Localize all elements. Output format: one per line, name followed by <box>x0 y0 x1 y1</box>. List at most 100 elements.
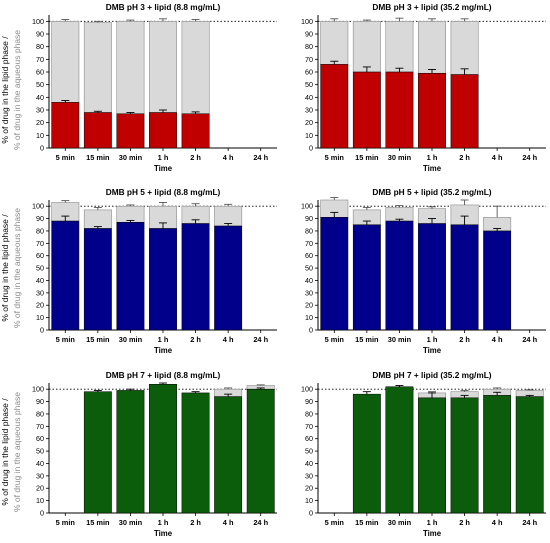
y-tick-label: 100 <box>32 17 44 26</box>
bar-lipid <box>181 113 210 149</box>
bar-lipid <box>116 390 145 514</box>
bar-lipid <box>83 228 112 331</box>
y-tick-label: 70 <box>36 55 44 64</box>
y-axis-label-line2: % of drug in the aqueous phase <box>12 208 22 328</box>
y-axis-label-line1: % of drug in the lipid phase / <box>0 36 10 144</box>
x-tick-label: 2 h <box>459 518 470 527</box>
chart-title: DMB pH 3 + lipid (35.2 mg/mL) <box>372 2 491 12</box>
y-tick-label: 60 <box>305 251 313 260</box>
x-tick-label: 24 h <box>253 153 268 162</box>
x-tick-label: 24 h <box>522 153 537 162</box>
x-tick-label: 24 h <box>253 518 268 527</box>
y-tick-label: 60 <box>305 68 313 77</box>
y-tick-label: 50 <box>305 80 313 89</box>
y-tick-label: 10 <box>36 496 44 505</box>
x-tick-label: 5 min <box>56 518 76 527</box>
y-tick-label: 10 <box>305 131 313 140</box>
y-tick-label: 50 <box>36 80 44 89</box>
x-tick-label: 30 min <box>119 335 143 344</box>
y-axis-label-row-1: % of drug in the lipid phase / % of drug… <box>0 30 22 150</box>
x-tick-label: 24 h <box>253 335 268 344</box>
y-tick-label: 10 <box>36 313 44 322</box>
y-tick-label: 30 <box>36 288 44 297</box>
x-tick-label: 1 h <box>158 518 169 527</box>
y-tick-label: 0 <box>309 144 313 153</box>
x-tick-label: 1 h <box>427 335 438 344</box>
y-tick-label: 30 <box>305 106 313 115</box>
bar-aqueous <box>116 21 145 115</box>
bar-lipid <box>320 217 349 331</box>
y-tick-label: 30 <box>305 288 313 297</box>
y-tick-label: 20 <box>36 301 44 310</box>
bar-lipid <box>149 112 177 149</box>
y-tick-label: 60 <box>36 68 44 77</box>
y-tick-label: 90 <box>36 30 44 39</box>
x-tick-label: 4 h <box>223 153 234 162</box>
bar-lipid <box>214 225 243 331</box>
bar-aqueous <box>450 21 479 75</box>
y-axis-label-line2: % of drug in the aqueous phase <box>12 30 22 150</box>
bar-lipid <box>51 102 80 149</box>
y-tick-label: 90 <box>305 30 313 39</box>
bar-lipid <box>83 112 112 149</box>
bar-lipid <box>352 71 381 149</box>
x-tick-label: 2 h <box>190 518 201 527</box>
bar-lipid <box>181 223 210 331</box>
bar-lipid <box>51 220 80 331</box>
bar-aqueous <box>83 209 112 229</box>
y-tick-label: 0 <box>309 509 313 518</box>
bar-lipid <box>214 396 243 514</box>
bar-lipid <box>352 224 381 331</box>
x-tick-label: 15 min <box>86 518 110 527</box>
bar-lipid <box>116 222 145 331</box>
bar-aqueous <box>116 205 145 223</box>
bar-lipid <box>181 392 210 514</box>
x-tick-label: 1 h <box>158 335 169 344</box>
x-tick-label: 2 h <box>190 335 201 344</box>
bar-lipid <box>352 393 381 514</box>
y-axis-label-row-3: % of drug in the lipid phase / % of drug… <box>0 392 22 512</box>
x-axis-label: Time <box>423 346 442 355</box>
chart-title: DMB pH 7 + lipid (8.8 mg/mL) <box>106 370 221 380</box>
bar-lipid <box>483 230 512 331</box>
x-axis-label: Time <box>154 346 173 355</box>
bar-lipid <box>320 64 349 149</box>
bar-lipid <box>385 220 414 331</box>
x-tick-label: 30 min <box>119 153 143 162</box>
y-tick-label: 40 <box>36 276 44 285</box>
y-tick-label: 40 <box>305 276 313 285</box>
y-tick-label: 70 <box>36 239 44 248</box>
x-axis-label: Time <box>423 164 442 173</box>
chart-title: DMB pH 5 + lipid (35.2 mg/mL) <box>372 187 491 197</box>
bar-lipid <box>385 386 414 514</box>
x-tick-label: 24 h <box>522 518 537 527</box>
y-axis-label-row-2: % of drug in the lipid phase / % of drug… <box>0 208 22 328</box>
y-tick-label: 10 <box>305 496 313 505</box>
y-tick-label: 80 <box>36 42 44 51</box>
panel-ph5-35-2: DMB pH 5 + lipid (35.2 mg/mL) 0 10 20 30 40 50… <box>301 187 546 355</box>
y-tick-label: 100 <box>301 17 313 26</box>
y-tick-label: 50 <box>36 447 44 456</box>
x-tick-label: 5 min <box>325 153 345 162</box>
bar-lipid <box>483 395 512 514</box>
y-tick-label: 60 <box>36 251 44 260</box>
panel-ph3-35-2: DMB pH 3 + lipid (35.2 mg/mL) 0 10 20 30 40 50… <box>301 2 546 173</box>
chart-title: DMB pH 7 + lipid (35.2 mg/mL) <box>372 370 491 380</box>
x-tick-label: 1 h <box>427 153 438 162</box>
bar-lipid <box>450 397 479 514</box>
y-tick-label: 100 <box>32 385 44 394</box>
y-tick-label: 40 <box>305 459 313 468</box>
bar-lipid <box>418 73 446 149</box>
x-tick-label: 30 min <box>388 518 412 527</box>
y-tick-label: 30 <box>36 106 44 115</box>
y-axis-label-line2: % of drug in the aqueous phase <box>12 392 22 512</box>
y-tick-label: 90 <box>305 397 313 406</box>
y-tick-label: 70 <box>305 55 313 64</box>
y-tick-label: 100 <box>301 202 313 211</box>
chart-title: DMB pH 3 + lipid (8.8 mg/mL) <box>106 2 221 12</box>
x-tick-label: 30 min <box>119 518 143 527</box>
y-tick-label: 80 <box>36 409 44 418</box>
y-tick-label: 100 <box>301 385 313 394</box>
y-tick-label: 80 <box>305 42 313 51</box>
y-tick-label: 50 <box>36 264 44 273</box>
